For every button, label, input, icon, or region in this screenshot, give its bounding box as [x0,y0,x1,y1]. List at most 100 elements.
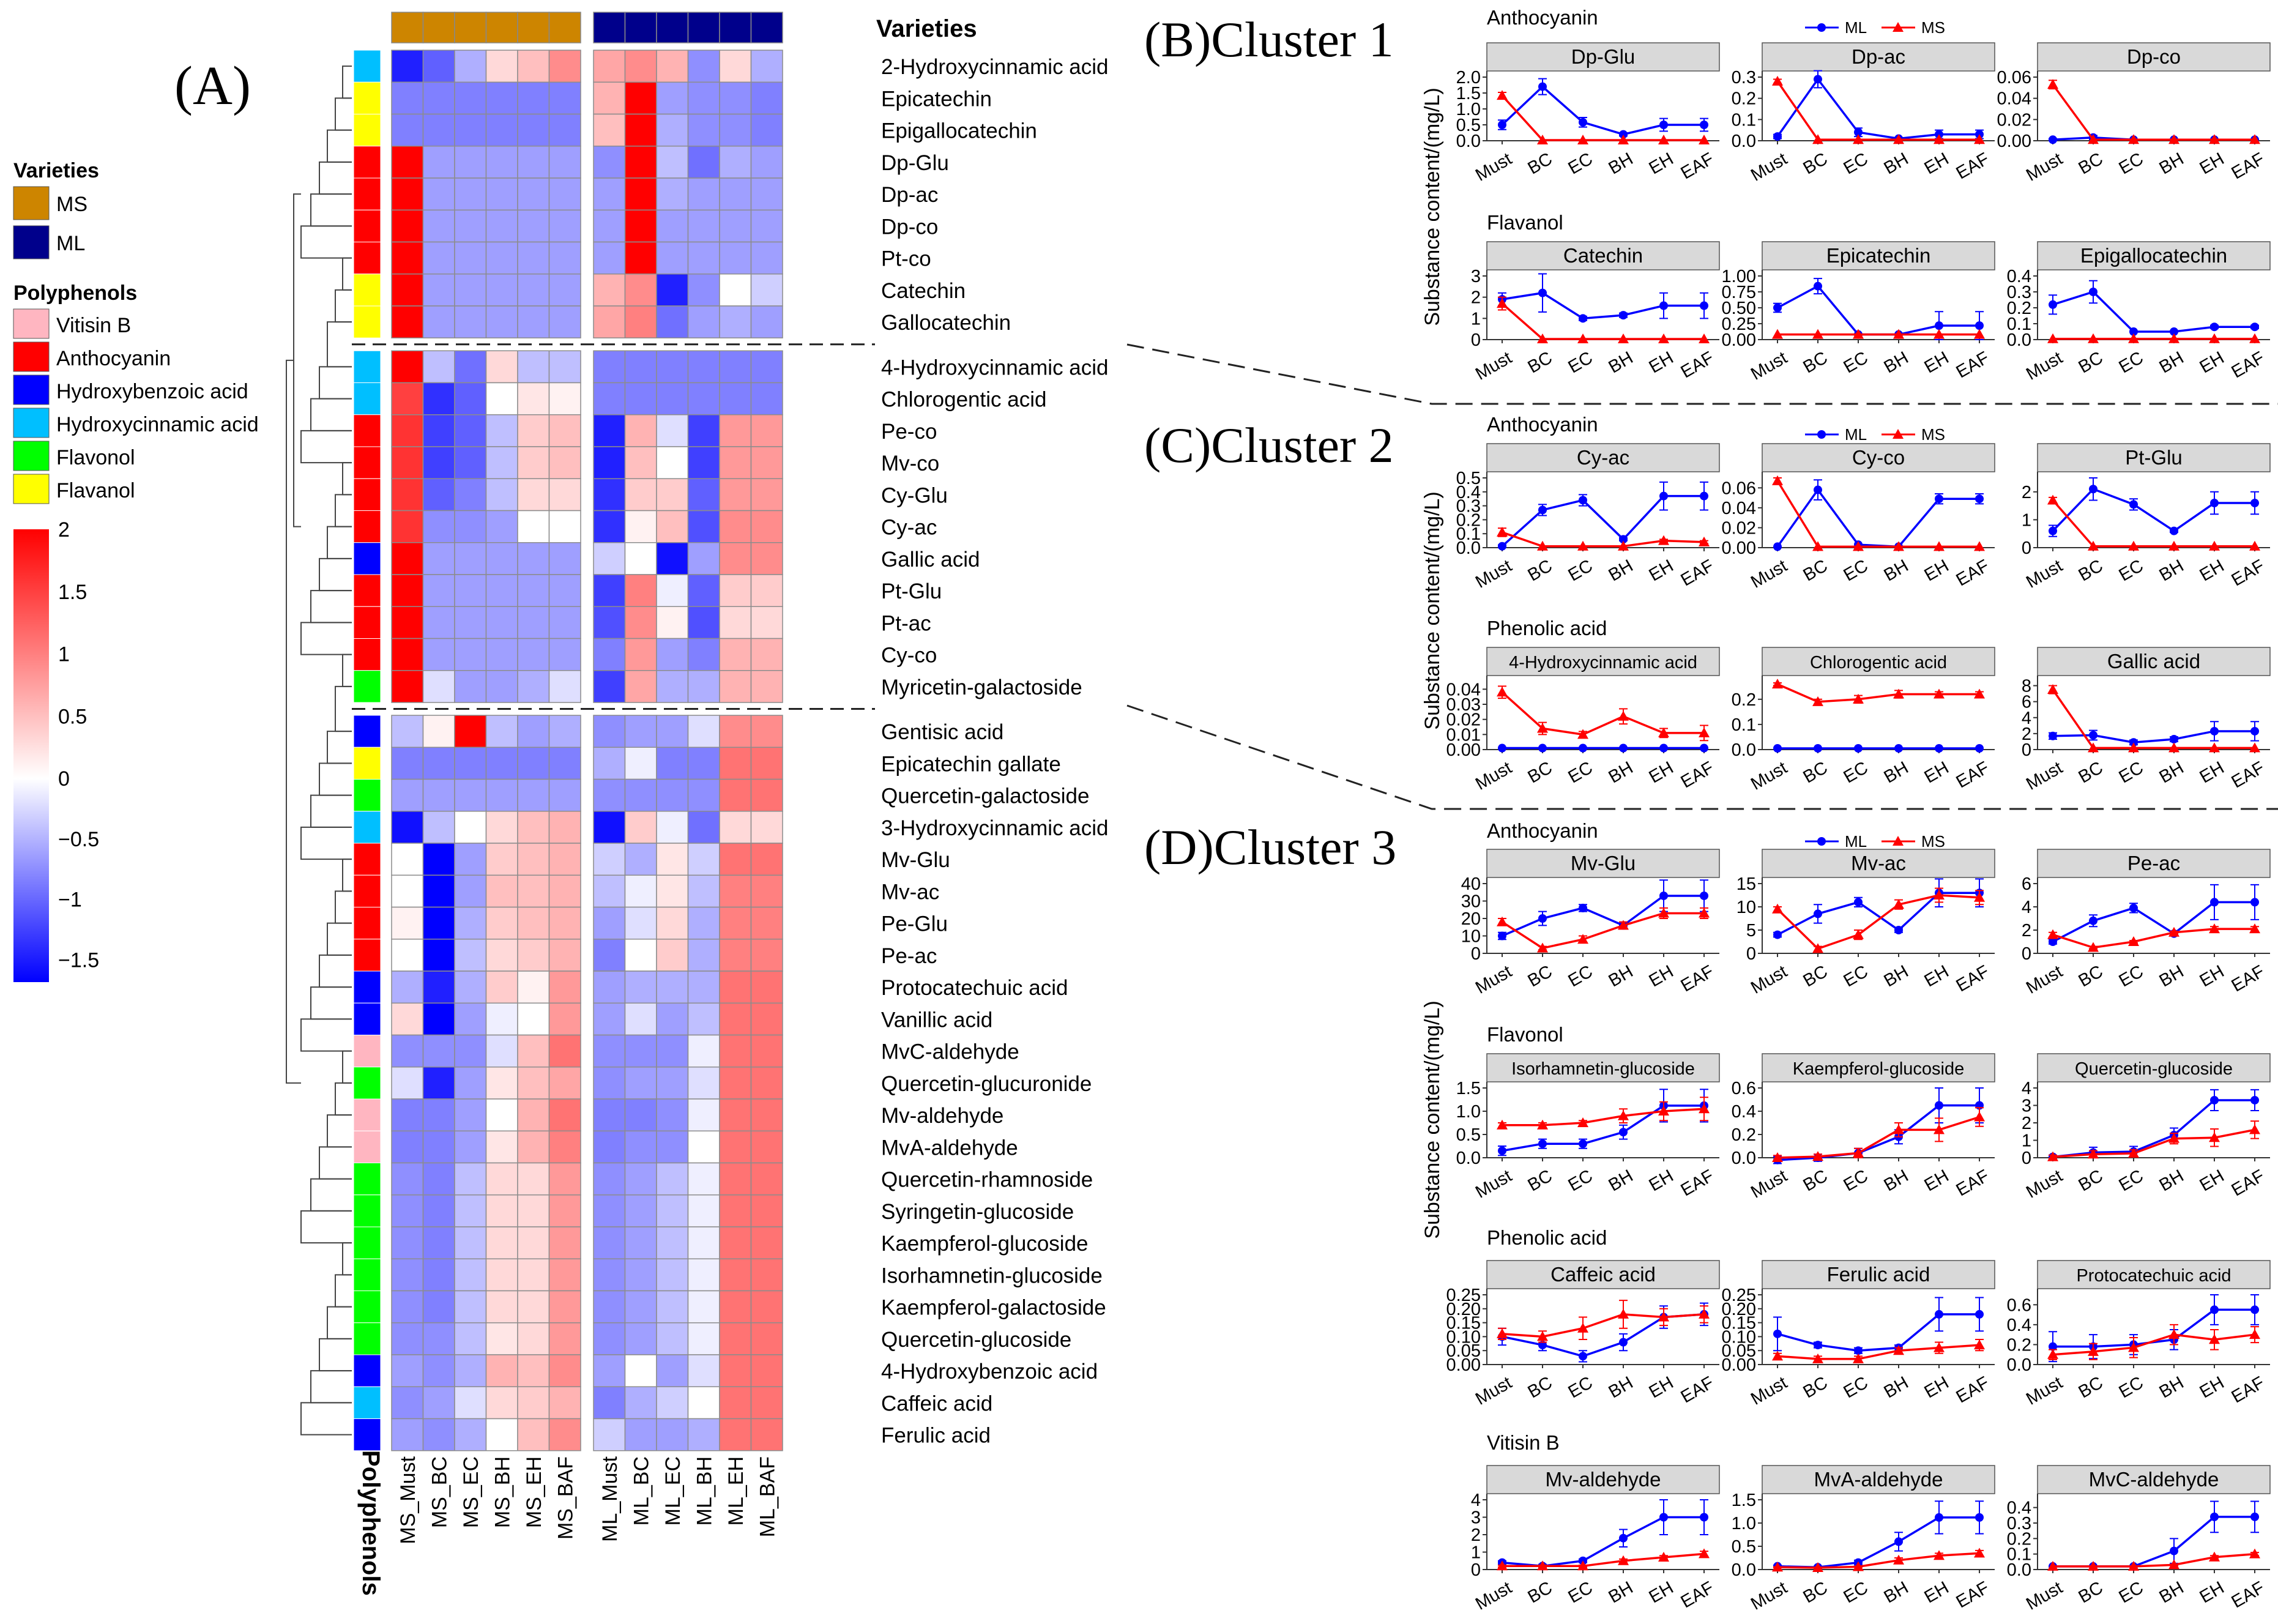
series-ml-point [2089,731,2097,740]
dendrogram-branch [300,1402,352,1436]
heatmap-cell [656,606,689,639]
heatmap-cell [485,1130,518,1164]
heatmap-cell [687,478,720,512]
cluster-connector-line [1126,343,2278,405]
x-tick-label: EC [2116,758,2147,788]
heatmap-cell [656,939,689,972]
heatmap-cell [624,81,657,115]
x-tick-label: BH [1881,1166,1912,1196]
group-label: Phenolic acid [1487,617,1607,639]
heatmap-cell [485,1258,518,1292]
heatmap-cell [391,542,424,575]
x-tick-label: EC [1841,1166,1872,1196]
heatmap-row-label: Quercetin-rhamnoside [881,1168,1093,1192]
y-tick-label: 0 [1471,1560,1481,1580]
heatmap-column-label: ML_EC [661,1456,685,1525]
row-class-cell [353,715,381,748]
polyphenols-axis-label: Polyphenols [357,1450,384,1596]
heatmap-cell [750,241,783,275]
heatmap-cell [422,1002,455,1036]
x-tick-label: Must [1472,348,1515,384]
series-ml-point [2170,735,2178,744]
legend-ml-marker [1817,837,1826,846]
heatmap-cell [517,542,550,575]
heatmap-cell [517,747,550,780]
series-ml-point [2049,731,2057,740]
dendrogram-branch [335,1082,352,1116]
y-tick-label: 4 [1471,1491,1481,1510]
variety-bar-cell [750,12,783,43]
facet-title: Gallic acid [2107,650,2200,672]
series-ml-point [1538,914,1547,923]
series-ms-point [1699,536,1710,546]
heatmap-cell [593,382,626,415]
heatmap-row-label: Kaempferol-glucoside [881,1232,1089,1256]
x-tick-label: EAF [1953,556,1993,590]
legend-ms-label: MS [1921,18,1945,37]
heatmap-cell [593,274,626,307]
heatmap-cell [517,874,550,908]
heatmap-cell [656,542,689,575]
heatmap-cell [750,305,783,338]
x-tick-label: EC [1841,556,1872,586]
y-tick-label: 0.15 [1446,1314,1481,1333]
heatmap-cell [485,1226,518,1259]
variety-bar-cell [485,12,518,43]
x-tick-label: BH [2156,962,2187,991]
heatmap-cell [719,350,752,384]
heatmap-row-label: 4-Hydroxybenzoic acid [881,1360,1098,1384]
heatmap-cell [719,939,752,972]
heatmap-cell [593,970,626,1004]
heatmap-column-label: MS_BH [491,1456,514,1528]
heatmap-cell [454,843,487,876]
facet-title: Chlorogentic acid [1810,653,1947,672]
series-ms-point [1853,541,1864,551]
heatmap-cell [656,906,689,940]
heatmap-cell [624,113,657,147]
y-tick-label: 40 [1461,874,1481,894]
y-axis-title: Substance content/(mg/L) [1421,88,1444,326]
series-ms-point [1537,333,1548,343]
heatmap-cell [548,939,581,972]
dendrogram-branch [300,1018,352,1052]
row-class-cell [353,146,381,179]
series-ml-point [1619,535,1628,544]
heatmap-cell [593,81,626,115]
series-ml-line [1502,1516,1704,1568]
y-tick-label: 0.2 [1456,510,1481,530]
heatmap-cell [656,1418,689,1451]
series-ms-point [1699,1103,1710,1114]
heatmap-cell [422,274,455,307]
heatmap-cell [422,811,455,844]
x-tick-label: EH [1646,556,1677,586]
heatmap-cell [422,1098,455,1131]
series-ml-point [2049,1342,2057,1351]
heatmap-column-label: ML_BH [693,1456,716,1525]
heatmap-cell [517,638,550,671]
heatmap-cell [750,1322,783,1355]
x-tick-label: EH [1646,962,1677,991]
heatmap-cell [422,1354,455,1387]
row-class-cell [353,1163,381,1196]
heatmap-cell [422,209,455,243]
series-ml-point [1700,891,1708,900]
heatmap-cell [485,843,518,876]
row-class-cell [353,1130,381,1163]
heatmap-cell [454,939,487,972]
heatmap-cell [656,1162,689,1196]
heatmap-cell [548,843,581,876]
facet-title: Dp-Glu [1571,45,1636,68]
series-ms-point [1934,1342,1945,1352]
heatmap-cell [624,1258,657,1292]
heatmap-cell [624,606,657,639]
heatmap-cell [422,446,455,479]
series-ms-point [2128,936,2139,946]
heatmap-row-label: Gallic acid [881,548,980,572]
heatmap-cell [485,670,518,703]
heatmap-cell [548,50,581,83]
series-ms-point [2047,1560,2058,1571]
heatmap-row-label: Pt-Glu [881,579,942,603]
x-tick-label: BH [1606,1166,1637,1196]
heatmap-cell [624,970,657,1004]
facet-title: Mv-ac [1851,852,1906,874]
